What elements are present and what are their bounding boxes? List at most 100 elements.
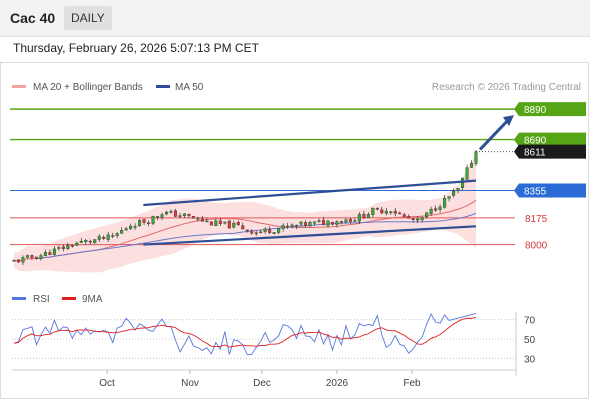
symbol-name: Cac 40	[10, 10, 56, 26]
candle-body	[321, 219, 326, 225]
ma20-legend-swatch	[12, 85, 26, 88]
candle-body	[250, 230, 254, 234]
candle-body	[259, 231, 263, 234]
candle-body	[102, 237, 106, 239]
candle-body	[384, 210, 388, 214]
candle-body	[245, 229, 249, 232]
candle-body	[218, 220, 222, 224]
candle-body	[173, 210, 178, 217]
projection-arrowhead	[503, 115, 514, 127]
candle-body	[465, 167, 469, 180]
candle-body	[52, 248, 56, 255]
price-label-8611: 8611	[524, 148, 546, 159]
candle-body	[434, 208, 438, 211]
x-tick-label-Nov: Nov	[181, 378, 199, 389]
candle-body	[106, 234, 110, 240]
price-tag-8690	[514, 132, 586, 147]
candle-body	[371, 208, 375, 215]
candle-body	[214, 220, 218, 226]
price-label-8175: 8175	[525, 214, 548, 225]
price-label-8690: 8690	[524, 136, 547, 147]
candle-body	[205, 220, 209, 223]
candle-body	[469, 162, 474, 168]
candle-body	[429, 208, 433, 214]
x-tick-label-2026: 2026	[326, 378, 349, 389]
candle-body	[295, 224, 299, 227]
price-tag-8355	[514, 183, 586, 198]
candle-body	[156, 216, 160, 218]
projection-arrow-shaft	[478, 119, 510, 151]
candle-body	[97, 236, 101, 240]
candle-body	[474, 151, 478, 164]
candle-body	[380, 209, 384, 214]
candle-body	[200, 218, 204, 222]
candle-body	[133, 226, 137, 228]
candle-body	[353, 220, 357, 222]
x-tick-label-Dec: Dec	[253, 378, 271, 389]
rsi-panel: 70 50 30	[12, 313, 536, 365]
candle-body	[115, 233, 119, 237]
trend-channel-upper	[143, 179, 477, 207]
candle-body	[120, 230, 124, 234]
candle-body	[290, 224, 294, 227]
candle-body	[151, 216, 155, 224]
candle-body	[272, 232, 276, 234]
candle-body	[312, 221, 317, 224]
candle-body	[348, 218, 352, 222]
candle-body	[375, 208, 379, 210]
candle-body	[57, 247, 61, 249]
ma50-legend-label: MA 50	[175, 82, 204, 93]
candle-body	[357, 214, 361, 222]
candle-body	[326, 220, 330, 226]
interval-button[interactable]: DAILY	[64, 6, 112, 30]
candle-body	[461, 178, 465, 188]
candle-body	[330, 221, 334, 225]
candle-body	[393, 210, 397, 214]
candle-body	[111, 235, 115, 237]
candle-body	[447, 196, 451, 199]
candle-body	[196, 218, 200, 220]
candle-body	[43, 252, 47, 257]
candle-body	[124, 228, 128, 231]
candle-body	[299, 221, 303, 225]
ma50-legend-swatch	[156, 85, 170, 88]
candle-body	[277, 228, 281, 233]
chart-frame	[0, 62, 589, 399]
ma50-line	[36, 212, 477, 260]
candle-body	[66, 245, 70, 250]
candle-body	[236, 222, 240, 226]
candle-body	[286, 225, 290, 228]
candle-body	[254, 232, 258, 234]
candle-body	[407, 215, 411, 219]
candle-body	[138, 220, 142, 226]
candle-body	[12, 260, 16, 262]
timestamp: Thursday, February 26, 2026 5:07:13 PM C…	[13, 41, 259, 55]
candle-body	[281, 225, 285, 229]
candle-body	[263, 228, 267, 232]
candle-body	[84, 239, 88, 243]
rsi-ma-legend-swatch	[62, 297, 76, 300]
candle-body	[308, 222, 312, 227]
candle-body	[362, 213, 366, 218]
candle-body	[304, 222, 308, 226]
candle-body	[25, 255, 29, 258]
candle-body	[438, 206, 442, 210]
candle-body	[366, 214, 370, 218]
candle-body	[88, 240, 92, 243]
candle-body	[93, 239, 97, 243]
candle-body	[241, 225, 245, 230]
candle-body	[268, 229, 272, 233]
candle-body	[16, 259, 21, 263]
price-label-8890: 8890	[524, 105, 547, 116]
rsi-line	[13, 313, 477, 355]
rsi-ma-legend-label: 9MA	[82, 294, 103, 305]
chart-header: Cac 40 DAILY	[0, 0, 590, 37]
candle-body	[317, 220, 321, 222]
candle-body	[223, 221, 227, 224]
price-label-8000: 8000	[525, 241, 548, 252]
trend-channel-lower	[143, 225, 477, 246]
candle-body	[443, 198, 447, 208]
price-tag-8890	[514, 102, 586, 117]
candle-body	[420, 217, 424, 221]
